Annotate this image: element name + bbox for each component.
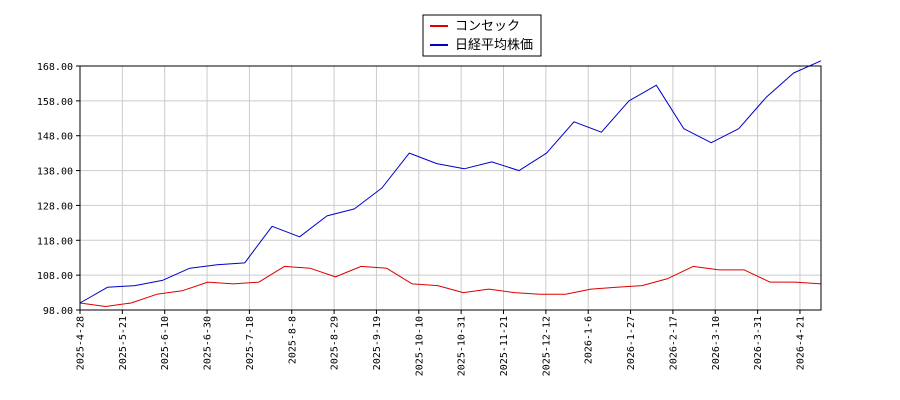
y-tick-label: 118.00 xyxy=(37,236,73,247)
series-lines xyxy=(79,60,822,307)
x-tick-label: 2025-6-30 xyxy=(203,316,214,370)
x-tick-label: 2025-6-10 xyxy=(160,316,171,370)
x-tick-label: 2025-10-31 xyxy=(457,316,468,376)
y-tick-label: 128.00 xyxy=(37,201,73,212)
series-line-nikkei xyxy=(79,60,822,304)
legend: コンセック 日経平均株価 xyxy=(422,14,542,57)
x-tick-label: 2025-5-21 xyxy=(118,316,129,370)
x-tick-label: 2025-8-29 xyxy=(330,316,341,370)
x-tick-label: 2025-8-8 xyxy=(287,316,298,364)
x-tick-label: 2025-7-18 xyxy=(245,316,256,370)
legend-label-konsec: コンセック xyxy=(455,19,520,34)
y-tick-label: 158.00 xyxy=(37,97,73,108)
y-tick-label: 168.00 xyxy=(37,62,73,73)
x-tick-label: 2025-12-12 xyxy=(541,316,552,376)
x-tick-label: 2026-1-6 xyxy=(584,316,595,364)
y-axis-ticks: 98.00 108.00 118.00 128.00 138.00 148.00 158.0… xyxy=(37,62,80,317)
y-tick-label: 138.00 xyxy=(37,167,73,178)
y-tick-label: 98.00 xyxy=(43,306,73,317)
x-tick-label: 2026-3-10 xyxy=(711,316,722,370)
y-tick-label: 148.00 xyxy=(37,132,73,143)
legend-box xyxy=(422,14,542,57)
x-tick-label: 2026-3-31 xyxy=(753,316,764,370)
legend-label-nikkei: 日経平均株価 xyxy=(455,38,533,53)
x-tick-label: 2026-2-17 xyxy=(668,316,679,370)
plot-frame xyxy=(79,65,822,311)
x-tick-label: 2025-10-10 xyxy=(414,316,425,376)
series-line-konsec xyxy=(79,265,822,307)
grid-lines xyxy=(79,65,821,311)
x-tick-label: 2026-4-21 xyxy=(795,316,806,370)
x-tick-label: 2025-9-19 xyxy=(372,316,383,370)
y-tick-label: 108.00 xyxy=(37,271,73,282)
x-axis-ticks: 2025-4-28 2025-5-21 2025-6-10 2025-6-30 2025… xyxy=(76,310,806,376)
axes xyxy=(79,65,822,311)
x-tick-label: 2025-11-21 xyxy=(499,316,510,376)
x-tick-label: 2026-1-27 xyxy=(626,316,637,370)
x-tick-label: 2025-4-28 xyxy=(76,316,87,370)
